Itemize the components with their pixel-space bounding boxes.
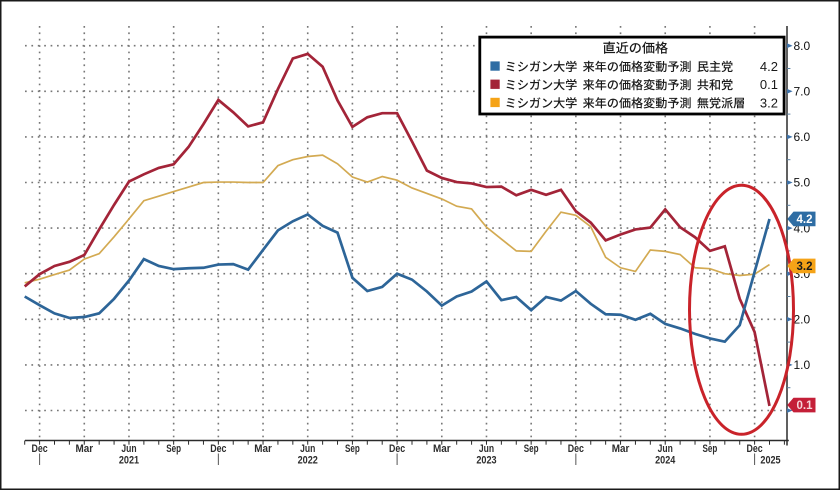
svg-text:Jun: Jun: [658, 443, 673, 455]
svg-text:Sep: Sep: [524, 443, 539, 455]
svg-text:0.1: 0.1: [760, 77, 778, 92]
svg-text:6.0: 6.0: [794, 130, 811, 144]
svg-text:4.2: 4.2: [760, 59, 778, 74]
svg-text:Dec: Dec: [747, 443, 763, 455]
svg-text:Jun: Jun: [300, 443, 315, 455]
svg-text:2022: 2022: [298, 454, 318, 466]
svg-text:Mar: Mar: [433, 443, 451, 455]
svg-text:3.2: 3.2: [760, 95, 778, 110]
svg-text:8.0: 8.0: [794, 39, 811, 53]
svg-text:1.0: 1.0: [794, 358, 811, 372]
svg-text:Dec: Dec: [389, 443, 405, 455]
svg-text:3.2: 3.2: [797, 261, 813, 273]
svg-text:Dec: Dec: [568, 443, 584, 455]
svg-text:5.0: 5.0: [794, 176, 811, 190]
svg-text:Sep: Sep: [166, 443, 181, 455]
svg-text:Jun: Jun: [121, 443, 136, 455]
svg-text:Sep: Sep: [703, 443, 718, 455]
svg-text:2021: 2021: [119, 454, 139, 466]
svg-text:2024: 2024: [655, 454, 675, 466]
svg-text:Dec: Dec: [32, 443, 48, 455]
svg-text:Dec: Dec: [210, 443, 226, 455]
svg-text:Mar: Mar: [254, 443, 272, 455]
svg-text:2.0: 2.0: [794, 313, 811, 327]
svg-text:2023: 2023: [476, 454, 496, 466]
svg-text:Mar: Mar: [612, 443, 630, 455]
svg-text:2025: 2025: [760, 454, 780, 466]
svg-text:4.2: 4.2: [797, 214, 813, 226]
svg-text:7.0: 7.0: [794, 85, 811, 99]
svg-text:Jun: Jun: [479, 443, 494, 455]
svg-text:Mar: Mar: [75, 443, 93, 455]
svg-text:Sep: Sep: [345, 443, 360, 455]
svg-text:0.1: 0.1: [797, 400, 814, 412]
